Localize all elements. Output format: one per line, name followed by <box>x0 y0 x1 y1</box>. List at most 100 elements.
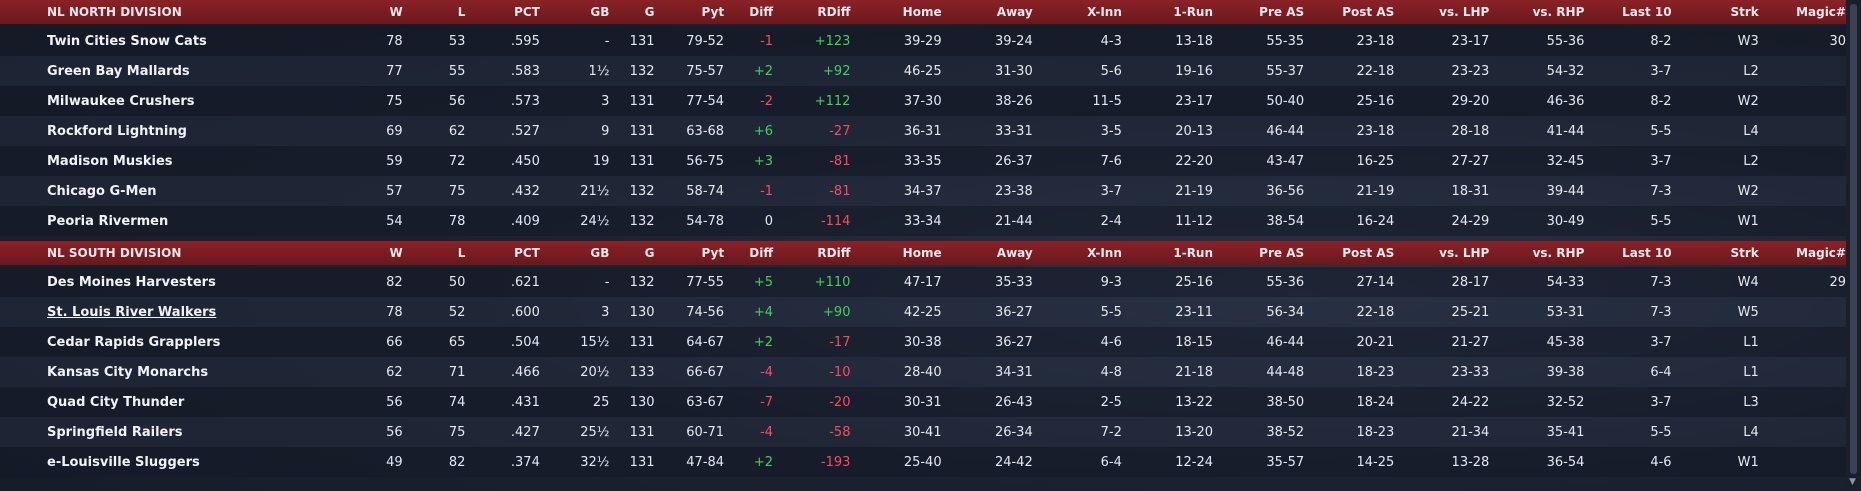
column-header-l[interactable]: L <box>457 5 466 19</box>
team-name[interactable]: Twin Cities Snow Cats <box>47 33 207 49</box>
cell-xinn: 5-6 <box>1100 63 1122 79</box>
table-row[interactable]: Rockford Lightning 69 62 .527 9 131 63-68 +6 -27… <box>0 116 1846 146</box>
team-name[interactable]: Rockford Lightning <box>47 123 187 139</box>
team-name[interactable]: St. Louis River Walkers <box>47 304 217 320</box>
cell-home: 30-41 <box>903 424 942 440</box>
cell-pyt: 77-54 <box>686 93 725 109</box>
column-header-pyt[interactable]: Pyt <box>701 5 725 19</box>
table-row[interactable]: Madison Muskies 59 72 .450 19 131 56-75 +3 -81 33… <box>0 146 1846 176</box>
table-row[interactable]: Chicago G-Men 57 75 .432 21½ 132 58-74 -1 -81 34-… <box>0 176 1846 206</box>
column-header-magic[interactable]: Magic# <box>1796 246 1846 260</box>
column-header-postas[interactable]: Post AS <box>1342 246 1395 260</box>
team-name[interactable]: Milwaukee Crushers <box>47 93 195 109</box>
column-header-xinn[interactable]: X-Inn <box>1087 5 1122 19</box>
cell-xinn: 2-4 <box>1100 213 1122 229</box>
vertical-scrollbar[interactable]: ▼ <box>1846 0 1861 491</box>
team-name[interactable]: Chicago G-Men <box>47 183 157 199</box>
column-header-away[interactable]: Away <box>996 5 1033 19</box>
cell-l10: 7-3 <box>1650 274 1672 290</box>
cell-xinn: 7-6 <box>1100 153 1122 169</box>
team-name[interactable]: Madison Muskies <box>47 153 173 169</box>
table-row[interactable]: e-Louisville Sluggers 49 82 .374 32½ 131 47-84… <box>0 447 1846 477</box>
cell-home: 33-35 <box>903 153 942 169</box>
column-header-preas[interactable]: Pre AS <box>1259 5 1305 19</box>
cell-xinn: 4-3 <box>1100 33 1122 49</box>
cell-vlhp: 18-31 <box>1451 183 1490 199</box>
table-row[interactable]: Peoria Rivermen 54 78 .409 24½ 132 54-78 0 -114 3… <box>0 206 1846 236</box>
cell-postas: 18-23 <box>1356 424 1395 440</box>
column-header-l10[interactable]: Last 10 <box>1622 246 1672 260</box>
column-header-rdiff[interactable]: RDiff <box>817 246 851 260</box>
cell-rdiff: -58 <box>829 424 851 440</box>
cell-rdiff: +110 <box>814 274 851 290</box>
table-row[interactable]: Green Bay Mallards 77 55 .583 1½ 132 75-57 +2 +9… <box>0 56 1846 86</box>
column-header-w[interactable]: W <box>389 5 403 19</box>
column-header-preas[interactable]: Pre AS <box>1259 246 1305 260</box>
column-header-vlhp[interactable]: vs. LHP <box>1439 5 1490 19</box>
column-header-g[interactable]: G <box>644 246 655 260</box>
table-row[interactable]: Quad City Thunder 56 74 .431 25 130 63-67 -7 -20… <box>0 387 1846 417</box>
column-header-away[interactable]: Away <box>996 246 1033 260</box>
column-header-pct[interactable]: PCT <box>514 246 540 260</box>
column-header-diff[interactable]: Diff <box>749 246 774 260</box>
team-name[interactable]: Springfield Railers <box>47 424 183 440</box>
cell-preas: 36-56 <box>1266 183 1305 199</box>
column-header-postas[interactable]: Post AS <box>1342 5 1395 19</box>
table-row[interactable]: Twin Cities Snow Cats 78 53 .595 - 131 79-52 -1… <box>0 26 1846 56</box>
cell-strk: W2 <box>1737 93 1759 109</box>
column-header-onerun[interactable]: 1-Run <box>1173 246 1214 260</box>
cell-l: 55 <box>448 63 466 79</box>
column-header-rdiff[interactable]: RDiff <box>817 5 851 19</box>
team-name[interactable]: Peoria Rivermen <box>47 213 169 229</box>
column-header-strk[interactable]: Strk <box>1730 246 1759 260</box>
table-row[interactable]: Springfield Railers 56 75 .427 25½ 131 60-71 -4… <box>0 417 1846 447</box>
column-header-strk[interactable]: Strk <box>1730 5 1759 19</box>
cell-pct: .374 <box>510 454 540 470</box>
scrollbar-thumb[interactable] <box>1850 4 1857 474</box>
team-name[interactable]: Des Moines Harvesters <box>47 274 216 290</box>
table-row[interactable]: Milwaukee Crushers 75 56 .573 3 131 77-54 -2 +11… <box>0 86 1846 116</box>
cell-rdiff: -81 <box>829 153 851 169</box>
cell-vlhp: 21-27 <box>1451 334 1490 350</box>
table-row[interactable]: Des Moines Harvesters 82 50 .621 - 132 77-55 +5… <box>0 267 1846 297</box>
cell-xinn: 6-4 <box>1100 454 1122 470</box>
team-name[interactable]: e-Louisville Sluggers <box>47 454 200 470</box>
cell-diff: -4 <box>760 424 774 440</box>
column-header-gb[interactable]: GB <box>590 5 610 19</box>
cell-g: 132 <box>629 183 655 199</box>
team-name[interactable]: Green Bay Mallards <box>47 63 190 79</box>
team-name[interactable]: Kansas City Monarchs <box>47 364 209 380</box>
column-header-vrhp[interactable]: vs. RHP <box>1532 246 1585 260</box>
cell-diff: +2 <box>753 454 774 470</box>
cell-pct: .595 <box>510 33 540 49</box>
team-name[interactable]: Cedar Rapids Grapplers <box>47 334 221 350</box>
cell-l10: 3-7 <box>1650 63 1672 79</box>
table-row[interactable]: Cedar Rapids Grapplers 66 65 .504 15½ 131 64-6… <box>0 327 1846 357</box>
column-header-vrhp[interactable]: vs. RHP <box>1532 5 1585 19</box>
column-header-onerun[interactable]: 1-Run <box>1173 5 1214 19</box>
column-header-magic[interactable]: Magic# <box>1796 5 1846 19</box>
column-header-pyt[interactable]: Pyt <box>701 246 725 260</box>
cell-diff: +6 <box>753 123 774 139</box>
column-header-vlhp[interactable]: vs. LHP <box>1439 246 1490 260</box>
column-header-l10[interactable]: Last 10 <box>1622 5 1672 19</box>
table-row[interactable]: St. Louis River Walkers 78 52 .600 3 130 74-56… <box>0 297 1846 327</box>
column-header-xinn[interactable]: X-Inn <box>1087 246 1122 260</box>
cell-magic: 30 <box>1829 33 1846 49</box>
scroll-down-icon[interactable]: ▼ <box>1849 477 1856 487</box>
table-row[interactable]: Kansas City Monarchs 62 71 .466 20½ 133 66-67 -… <box>0 357 1846 387</box>
standings-table: NL NORTH DIVISION W L PCT GB G Pyt Diff RDiff Hom… <box>0 0 1846 477</box>
cell-l: 82 <box>448 454 466 470</box>
column-header-diff[interactable]: Diff <box>749 5 774 19</box>
column-header-pct[interactable]: PCT <box>514 5 540 19</box>
column-header-gb[interactable]: GB <box>590 246 610 260</box>
cell-preas: 35-57 <box>1266 454 1305 470</box>
column-header-home[interactable]: Home <box>902 246 942 260</box>
column-header-l[interactable]: L <box>457 246 466 260</box>
column-header-home[interactable]: Home <box>902 5 942 19</box>
column-header-w[interactable]: W <box>389 246 403 260</box>
team-name[interactable]: Quad City Thunder <box>47 394 185 410</box>
column-header-g[interactable]: G <box>644 5 655 19</box>
cell-postas: 25-16 <box>1356 93 1395 109</box>
cell-xinn: 9-3 <box>1100 274 1122 290</box>
